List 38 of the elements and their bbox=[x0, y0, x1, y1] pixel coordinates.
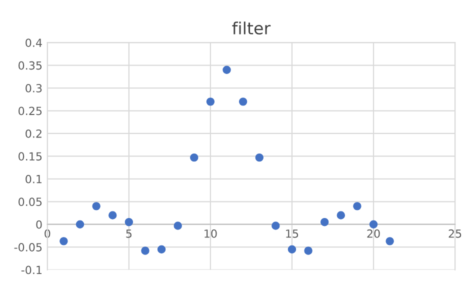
point bbox=[336, 211, 346, 220]
point bbox=[304, 246, 312, 255]
point bbox=[320, 218, 329, 226]
point bbox=[124, 218, 134, 226]
point bbox=[60, 237, 68, 246]
y-tick-label: 0.3 bbox=[26, 84, 42, 92]
point bbox=[272, 222, 280, 230]
x-tick-label: 20 bbox=[367, 229, 380, 238]
y-tick-label: 0.25 bbox=[18, 106, 42, 116]
y-tick-label: 0 bbox=[36, 220, 42, 229]
point bbox=[386, 237, 394, 246]
x-tick-label: 15 bbox=[286, 230, 298, 238]
y-tick-label: 0.2 bbox=[26, 129, 42, 138]
point bbox=[92, 202, 100, 210]
x-tick-label: 5 bbox=[126, 230, 132, 238]
point bbox=[288, 245, 296, 254]
point bbox=[222, 66, 231, 74]
y-tick-label: 0.4 bbox=[26, 38, 42, 47]
point bbox=[174, 222, 182, 230]
y-tick-label: 0.1 bbox=[26, 174, 42, 184]
point bbox=[255, 153, 264, 162]
point bbox=[353, 202, 362, 210]
x-tick-label: 25 bbox=[448, 229, 462, 238]
point bbox=[108, 211, 117, 220]
point bbox=[76, 220, 84, 228]
y-tick-label: -0.05 bbox=[14, 243, 42, 252]
y-tick-label: -0.1 bbox=[21, 266, 42, 274]
y-tick-label: 0.15 bbox=[18, 152, 42, 161]
y-tick-label: 0.05 bbox=[18, 198, 42, 206]
point bbox=[369, 220, 378, 228]
point bbox=[141, 246, 150, 255]
x-tick-label: 10 bbox=[204, 229, 217, 238]
chart-title: filter bbox=[232, 22, 271, 35]
point bbox=[157, 245, 166, 254]
y-tick-label: 0.35 bbox=[18, 61, 42, 70]
point bbox=[206, 98, 215, 106]
point bbox=[238, 98, 248, 106]
point bbox=[190, 153, 198, 162]
